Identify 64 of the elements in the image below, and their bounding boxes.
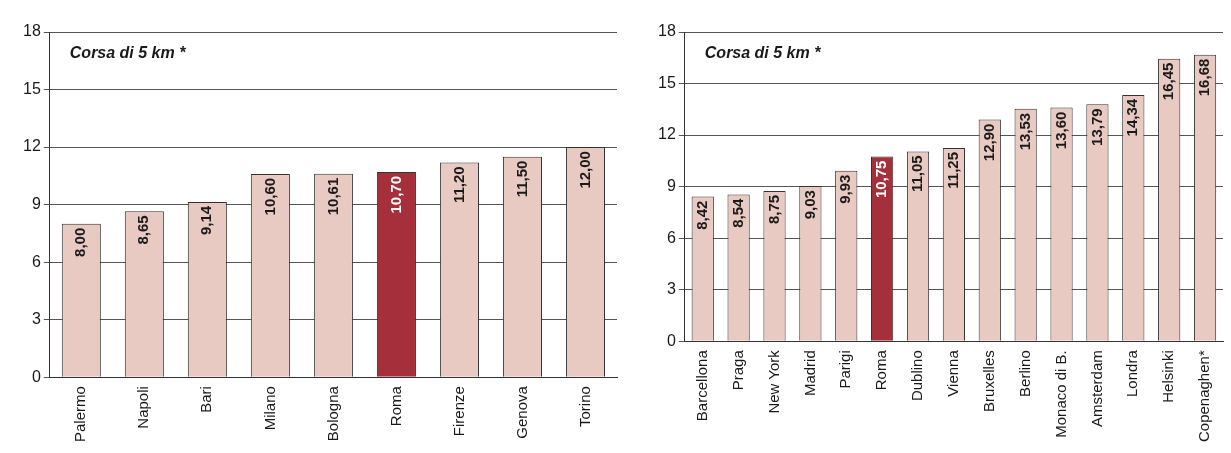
data-label: 11,50: [512, 160, 530, 198]
y-tick-label: 18: [23, 22, 41, 40]
y-tick-label: 3: [31, 310, 41, 328]
x-tick-label: Helsinki: [1159, 350, 1177, 403]
data-label: 8,42: [692, 200, 710, 230]
y-tick-label: 6: [31, 252, 41, 270]
annotation: Corsa di 5 km *: [704, 44, 822, 62]
x-tick-label: Parigi: [836, 350, 854, 389]
data-label: 9,14: [197, 205, 215, 236]
y-tick-label: 6: [666, 228, 676, 246]
x-tick-label: Roma: [386, 385, 404, 427]
x-tick-label: Genova: [512, 385, 530, 439]
x-tick-label: Milano: [260, 386, 278, 431]
data-label: 10,61: [323, 177, 341, 216]
data-label: 16,45: [1159, 62, 1177, 101]
x-tick-label: Palermo: [71, 386, 89, 442]
x-tick-label: Torino: [575, 386, 593, 427]
x-tick-label: Bruxelles: [979, 350, 997, 412]
x-tick-label: Copenaghen*: [1195, 350, 1213, 443]
x-tick-label: Monaco di B.: [1051, 350, 1069, 438]
data-label: 13,60: [1051, 111, 1069, 150]
y-tick-label: 12: [23, 137, 41, 155]
y-tick-label: 18: [658, 22, 676, 40]
x-tick-label: Firenze: [449, 386, 467, 437]
data-label: 9,03: [800, 190, 818, 220]
x-tick-label: New York: [764, 349, 782, 414]
x-tick-label: Berlino: [1015, 350, 1033, 397]
x-tick-label: Barcellona: [692, 349, 710, 422]
x-tick-label: Vienna: [944, 349, 962, 397]
data-label: 8,65: [134, 215, 152, 245]
y-tick-label: 0: [666, 331, 676, 349]
data-label: 13,79: [1087, 108, 1105, 146]
x-tick-label: Praga: [728, 349, 746, 391]
x-tick-label: Napoli: [134, 386, 152, 429]
y-tick-label: 12: [658, 125, 676, 143]
y-tick-label: 9: [666, 177, 676, 195]
data-label: 11,05: [908, 155, 926, 193]
data-label: 8,00: [71, 227, 89, 257]
x-tick-label: Bologna: [323, 385, 341, 442]
y-tick-label: 9: [31, 194, 41, 212]
data-label: 10,60: [260, 177, 278, 216]
y-tick-label: 15: [23, 79, 41, 97]
y-tick-label: 15: [658, 73, 676, 91]
x-tick-label: Dublino: [908, 350, 926, 402]
data-label: 8,75: [764, 194, 782, 225]
x-tick-label: Roma: [872, 349, 890, 391]
data-label: 12,00: [575, 151, 593, 189]
data-label: 10,75: [872, 160, 890, 199]
data-label: 14,34: [1123, 98, 1141, 137]
x-tick-label: Madrid: [800, 350, 818, 397]
data-label: 8,54: [728, 197, 746, 228]
x-tick-label: Londra: [1123, 349, 1141, 397]
data-label: 9,93: [836, 174, 854, 204]
data-label: 16,68: [1195, 58, 1213, 97]
x-tick-label: Bari: [197, 386, 215, 413]
data-label: 13,53: [1015, 112, 1033, 151]
y-tick-label: 0: [31, 367, 41, 385]
y-tick-label: 3: [666, 280, 676, 298]
annotation: Corsa di 5 km *: [69, 44, 187, 62]
data-label: 10,70: [386, 175, 404, 214]
data-label: 11,25: [944, 151, 962, 189]
data-label: 12,90: [979, 123, 997, 162]
x-tick-label: Amsterdam: [1087, 350, 1105, 427]
data-label: 11,20: [449, 166, 467, 204]
